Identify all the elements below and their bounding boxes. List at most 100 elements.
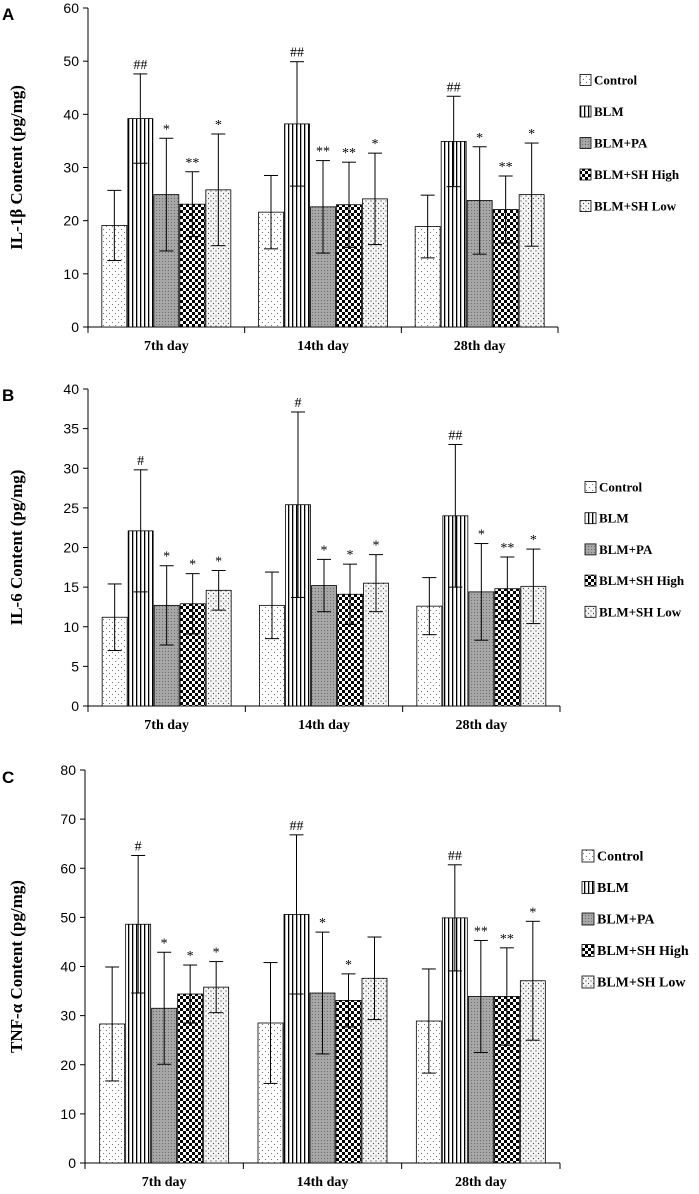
chart-panel-c: C 0 10 20 30 40 50 60 70 80 TNF-α Content (pg/mg) 7…	[2, 762, 689, 1190]
y-tick-label: 80	[60, 762, 76, 778]
significance-label: *	[163, 550, 170, 565]
significance-label: **	[316, 145, 330, 160]
significance-label: #	[295, 396, 302, 411]
y-tick-label: 20	[60, 1057, 76, 1073]
significance-label: ##	[448, 849, 462, 864]
y-tick-label: 10	[63, 619, 79, 635]
y-tick-label: 20	[63, 540, 79, 556]
y-tick-label: 0	[71, 319, 79, 335]
y-axis-label: TNF-α Content (pg/mg)	[7, 880, 26, 1053]
x-tick-label: 14th day	[298, 718, 350, 733]
significance-label: *	[373, 539, 380, 554]
y-tick-label: 25	[63, 500, 79, 516]
legend-swatch	[579, 74, 592, 86]
legend-swatch	[579, 168, 592, 181]
significance-label: *	[319, 916, 326, 931]
chart-panel-a: A 0 10 20 30 40 50 60 IL-1β Content (pg/mg) 7th d…	[2, 0, 680, 354]
legend-label: BLM	[599, 511, 629, 526]
chart-panel-b: B 0 5 10 15 20 25 30 35 40 IL-6 Content (pg/mg) 7th…	[2, 381, 685, 733]
significance-label: *	[529, 905, 536, 920]
significance-label: *	[321, 543, 328, 558]
significance-label: ##	[133, 58, 147, 73]
bar	[179, 603, 206, 707]
y-tick-label: 70	[60, 811, 76, 827]
x-tick-label: 28th day	[455, 718, 507, 733]
significance-label: #	[137, 454, 144, 469]
legend-label: Control	[597, 850, 644, 865]
legend-swatch	[584, 543, 597, 556]
significance-label: *	[528, 127, 535, 142]
significance-label: *	[189, 558, 196, 573]
legend-swatch	[581, 912, 595, 926]
y-tick-label: 35	[63, 421, 79, 437]
significance-label: ##	[290, 46, 304, 61]
legend-swatch	[584, 574, 597, 587]
significance-label: **	[474, 924, 488, 939]
significance-label: **	[499, 160, 513, 175]
legend-label: BLM+SH Low	[597, 976, 686, 991]
bar	[101, 225, 128, 328]
bar	[203, 986, 230, 1164]
significance-label: *	[161, 936, 168, 951]
y-tick-label: 10	[63, 266, 79, 282]
panel-letter: B	[2, 386, 14, 405]
legend-swatch	[581, 849, 595, 863]
legend-label: BLM+SH Low	[594, 199, 677, 214]
significance-label: **	[185, 156, 199, 171]
legend-label: BLM	[594, 104, 624, 119]
legend-swatch	[581, 975, 595, 989]
significance-label: #	[135, 839, 142, 854]
y-tick-label: 0	[68, 1155, 76, 1171]
significance-label: *	[187, 949, 194, 964]
x-tick-label: 7th day	[144, 718, 189, 733]
significance-label: *	[213, 946, 220, 961]
y-tick-label: 60	[63, 0, 79, 16]
panel-letter: A	[2, 5, 14, 24]
y-tick-label: 30	[60, 1008, 76, 1024]
legend-label: BLM+SH High	[594, 167, 680, 182]
bar	[309, 992, 336, 1164]
x-tick-label: 14th day	[297, 339, 349, 354]
significance-label: *	[530, 533, 537, 548]
significance-label: *	[215, 118, 222, 133]
significance-label: *	[476, 131, 483, 146]
y-axis-label: IL-1β Content (pg/mg)	[7, 85, 26, 250]
y-tick-label: 20	[63, 213, 79, 229]
legend-label: BLM+PA	[594, 136, 648, 151]
significance-label: ##	[447, 80, 461, 95]
significance-label: ##	[290, 819, 304, 834]
significance-label: *	[163, 122, 170, 137]
x-tick-label: 28th day	[454, 339, 506, 354]
legend-swatch	[584, 512, 597, 525]
y-tick-label: 40	[63, 106, 79, 122]
legend: Control BLM BLM+PA BLM+SH High BLM+SH Low	[584, 480, 685, 619]
y-tick-label: 15	[63, 579, 79, 595]
legend-label: BLM+PA	[597, 913, 655, 928]
bar	[125, 923, 152, 1164]
legend-label: BLM+SH Low	[599, 604, 682, 619]
bar	[257, 1022, 284, 1164]
legend: Control BLM BLM+PA BLM+SH High BLM+SH Low	[579, 73, 680, 214]
significance-label: ##	[448, 428, 462, 443]
legend-label: BLM+PA	[599, 542, 653, 557]
legend-swatch	[581, 944, 595, 957]
panel-letter: C	[2, 768, 14, 787]
significance-label: *	[215, 554, 222, 569]
legend-label: BLM+SH High	[597, 944, 689, 959]
y-tick-label: 40	[63, 381, 79, 397]
y-tick-label: 30	[63, 460, 79, 476]
y-tick-label: 0	[71, 698, 79, 714]
bar	[335, 999, 362, 1164]
y-tick-label: 40	[60, 959, 76, 975]
y-tick-label: 50	[60, 909, 76, 925]
y-tick-label: 50	[63, 53, 79, 69]
legend-swatch	[579, 105, 592, 118]
significance-label: *	[478, 528, 485, 543]
legend-swatch	[579, 137, 592, 149]
x-tick-label: 7th day	[142, 1175, 187, 1190]
x-tick-label: 28th day	[455, 1175, 507, 1190]
significance-label: *	[345, 958, 352, 973]
legend-label: Control	[599, 480, 642, 495]
legend-label: BLM+SH High	[599, 573, 685, 588]
significance-label: **	[500, 541, 514, 556]
